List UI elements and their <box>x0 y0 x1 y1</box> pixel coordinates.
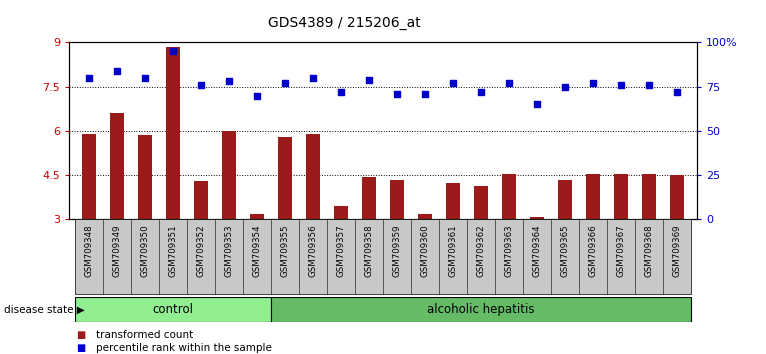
Text: control: control <box>152 303 193 316</box>
Text: GSM709361: GSM709361 <box>449 225 457 277</box>
Point <box>139 75 151 81</box>
Point <box>250 93 263 98</box>
Point <box>110 68 123 74</box>
Point <box>475 89 487 95</box>
Bar <box>110 113 123 219</box>
Point <box>503 80 516 86</box>
Point <box>419 91 431 97</box>
Text: GSM709356: GSM709356 <box>309 225 317 277</box>
Text: alcoholic hepatitis: alcoholic hepatitis <box>427 303 535 316</box>
Text: GSM709367: GSM709367 <box>617 225 626 277</box>
Point <box>335 89 347 95</box>
Text: GSM709368: GSM709368 <box>645 225 654 277</box>
Point <box>588 80 600 86</box>
Text: GSM709360: GSM709360 <box>421 225 430 277</box>
Text: GSM709348: GSM709348 <box>84 225 93 277</box>
Point <box>223 79 235 84</box>
Point <box>643 82 656 88</box>
Bar <box>558 180 572 219</box>
Bar <box>418 213 432 219</box>
Bar <box>530 217 544 219</box>
Bar <box>271 297 692 322</box>
Bar <box>81 134 96 219</box>
Point <box>447 80 460 86</box>
Point <box>531 102 543 107</box>
Text: GSM709365: GSM709365 <box>561 225 570 277</box>
Text: GSM709349: GSM709349 <box>112 225 121 277</box>
Bar <box>502 174 516 219</box>
Bar <box>586 174 601 219</box>
Text: GSM709350: GSM709350 <box>140 225 149 277</box>
Point <box>83 75 95 81</box>
Bar <box>474 185 488 219</box>
Bar <box>278 137 292 219</box>
Bar <box>390 180 404 219</box>
Bar <box>446 183 460 219</box>
Text: GSM709351: GSM709351 <box>169 225 177 277</box>
Point <box>279 80 291 86</box>
Text: transformed count: transformed count <box>96 330 193 339</box>
Bar <box>334 206 348 219</box>
Text: GSM709353: GSM709353 <box>224 225 234 277</box>
Bar <box>222 131 236 219</box>
Text: GSM709369: GSM709369 <box>673 225 682 277</box>
Point <box>306 75 319 81</box>
Text: GSM709355: GSM709355 <box>280 225 290 277</box>
Text: GSM709359: GSM709359 <box>392 225 401 277</box>
Text: GDS4389 / 215206_at: GDS4389 / 215206_at <box>268 16 421 30</box>
Text: ■: ■ <box>77 343 86 353</box>
Bar <box>306 134 320 219</box>
Text: GSM709354: GSM709354 <box>252 225 261 277</box>
Point <box>671 89 683 95</box>
Text: ■: ■ <box>77 330 86 339</box>
Bar <box>194 181 208 219</box>
Bar <box>670 175 685 219</box>
Bar <box>643 174 656 219</box>
Bar <box>614 174 628 219</box>
Text: GSM709357: GSM709357 <box>336 225 345 277</box>
Point <box>615 82 627 88</box>
Text: GSM709363: GSM709363 <box>505 225 514 277</box>
Point <box>391 91 403 97</box>
Text: disease state ▶: disease state ▶ <box>4 305 84 315</box>
Text: GSM709364: GSM709364 <box>532 225 542 277</box>
Text: GSM709362: GSM709362 <box>476 225 486 277</box>
Text: GSM709358: GSM709358 <box>365 225 374 277</box>
Text: GSM709352: GSM709352 <box>196 225 205 277</box>
Bar <box>362 177 376 219</box>
Point <box>559 84 571 90</box>
Point <box>363 77 375 82</box>
Bar <box>165 47 180 219</box>
Text: GSM709366: GSM709366 <box>589 225 597 277</box>
Point <box>166 48 178 54</box>
Bar <box>74 297 271 322</box>
Bar <box>250 213 264 219</box>
Bar <box>138 136 152 219</box>
Point <box>195 82 207 88</box>
Text: percentile rank within the sample: percentile rank within the sample <box>96 343 272 353</box>
